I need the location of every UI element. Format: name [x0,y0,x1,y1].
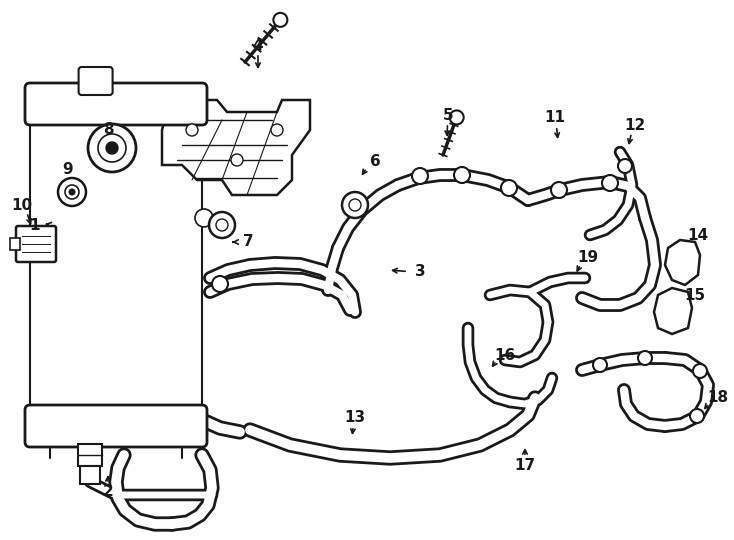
Bar [30,116,202,412]
Bar [80,466,101,484]
Polygon shape [654,288,692,334]
Text: 4: 4 [252,37,264,52]
Text: 5: 5 [443,107,454,123]
Circle shape [638,351,652,365]
Circle shape [98,134,126,162]
Text: 17: 17 [515,457,536,472]
FancyBboxPatch shape [25,405,207,447]
Text: 15: 15 [684,287,705,302]
Text: 8: 8 [103,123,113,138]
Circle shape [271,124,283,136]
Circle shape [273,13,287,27]
FancyBboxPatch shape [25,83,207,125]
Text: 16: 16 [495,348,515,362]
Circle shape [593,358,607,372]
Circle shape [88,124,136,172]
FancyBboxPatch shape [79,67,112,95]
Circle shape [195,209,213,227]
Circle shape [551,182,567,198]
Circle shape [186,124,198,136]
FancyBboxPatch shape [16,226,56,262]
Circle shape [65,185,79,199]
Text: 2: 2 [103,484,113,500]
Circle shape [602,175,618,191]
Text: 12: 12 [625,118,646,132]
Polygon shape [162,100,310,195]
Circle shape [349,199,361,211]
Text: 3: 3 [415,265,425,280]
Circle shape [106,142,118,154]
Circle shape [690,409,704,423]
Circle shape [501,180,517,196]
Bar [10,238,20,250]
Text: 6: 6 [370,154,380,170]
Circle shape [342,192,368,218]
Text: 11: 11 [545,111,565,125]
Circle shape [58,178,86,206]
Text: 14: 14 [688,227,708,242]
Circle shape [231,154,243,166]
Text: 18: 18 [708,390,729,406]
Circle shape [412,168,428,184]
Circle shape [618,159,632,173]
Text: 1: 1 [30,218,40,233]
Polygon shape [665,240,700,285]
Circle shape [450,110,464,124]
Text: 9: 9 [62,163,73,178]
Text: 7: 7 [243,234,253,249]
Text: 19: 19 [578,251,598,266]
Circle shape [693,364,707,378]
Circle shape [212,276,228,292]
Text: 13: 13 [344,410,366,426]
Circle shape [454,167,470,183]
Text: 10: 10 [12,198,32,213]
Circle shape [209,212,235,238]
Circle shape [69,189,75,195]
Bar [79,444,102,466]
